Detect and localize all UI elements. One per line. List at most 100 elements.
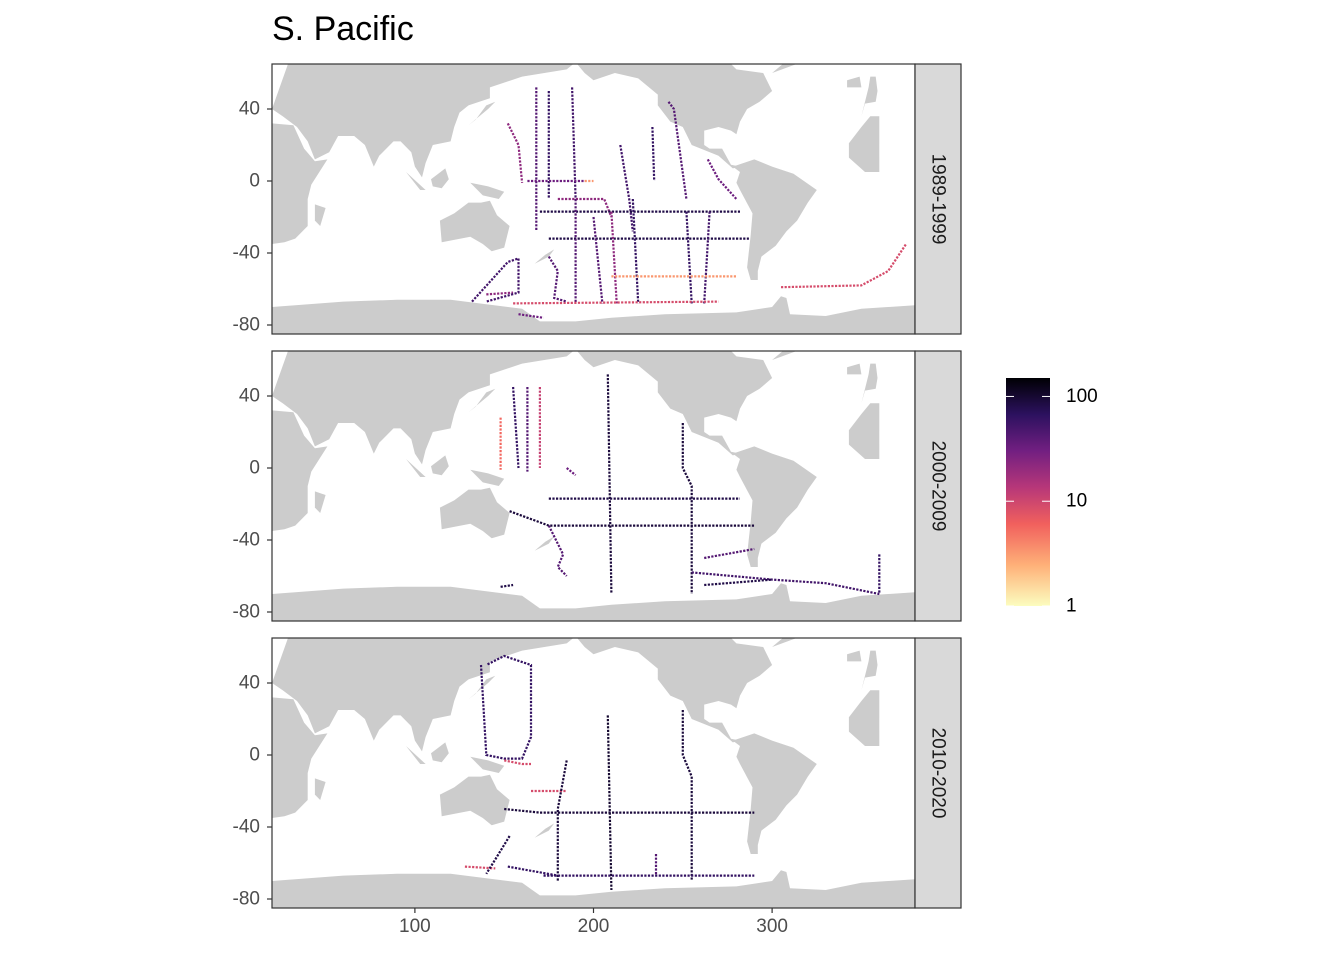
y-tick-label: 40 bbox=[239, 99, 260, 120]
land-polygon bbox=[431, 168, 449, 189]
y-tick-label: -80 bbox=[233, 602, 260, 623]
y-tick-label: 0 bbox=[249, 171, 260, 192]
land-polygon bbox=[439, 487, 510, 539]
land-polygon bbox=[468, 101, 496, 126]
track-cells bbox=[506, 122, 524, 183]
land-polygon bbox=[272, 638, 574, 752]
facet-label: 1989-1999 bbox=[928, 154, 949, 245]
land-polygon bbox=[534, 249, 555, 264]
land-polygon bbox=[272, 296, 915, 334]
land-mask bbox=[272, 351, 915, 621]
track-cells bbox=[706, 158, 738, 200]
track-cells bbox=[667, 101, 688, 200]
y-tick-label: 0 bbox=[249, 745, 260, 766]
track-cells bbox=[610, 211, 618, 304]
land-polygon bbox=[847, 76, 862, 88]
color-legend: 1 10 100 bbox=[1006, 378, 1098, 617]
tracks bbox=[464, 654, 755, 891]
land-polygon bbox=[732, 159, 817, 280]
land-polygon bbox=[470, 756, 505, 773]
land-polygon bbox=[732, 733, 817, 854]
land-polygon bbox=[861, 76, 878, 117]
land-polygon bbox=[772, 351, 797, 360]
land-polygon bbox=[468, 388, 496, 413]
track-cells bbox=[703, 211, 711, 304]
chart-title: S. Pacific bbox=[272, 10, 414, 48]
track-cells bbox=[704, 547, 755, 560]
track-cells bbox=[547, 525, 568, 577]
track-cells bbox=[479, 654, 533, 760]
y-tick-label: 0 bbox=[249, 458, 260, 479]
track-cells bbox=[471, 256, 520, 303]
tracks bbox=[471, 87, 908, 319]
legend-tick-label: 10 bbox=[1066, 491, 1087, 512]
x-tick-label: 200 bbox=[578, 916, 610, 937]
panel-1989-1999: 1989-1999 40 0 -40 -80 bbox=[233, 63, 962, 336]
land-polygon bbox=[272, 583, 915, 621]
panels: 1989-1999400-40-802000-2009400-40-802010… bbox=[233, 63, 962, 937]
land-polygon bbox=[534, 536, 555, 551]
land-polygon bbox=[848, 403, 880, 459]
land-polygon bbox=[272, 870, 915, 908]
track-cells bbox=[619, 144, 634, 232]
land-polygon bbox=[314, 491, 326, 513]
land-polygon bbox=[314, 204, 326, 226]
facet-strip bbox=[914, 637, 962, 909]
track-cells bbox=[606, 374, 613, 595]
track-cells bbox=[547, 256, 568, 303]
track-cells bbox=[507, 865, 558, 877]
panel-2000-2009: 2000-2009 40 0 -40 -80 bbox=[233, 350, 962, 623]
facet-strip bbox=[914, 350, 962, 622]
land-polygon bbox=[470, 469, 505, 486]
x-tick-label: 100 bbox=[399, 916, 431, 937]
land-polygon bbox=[406, 746, 426, 764]
land-polygon bbox=[272, 410, 328, 531]
track-cells bbox=[500, 583, 514, 588]
track-cells bbox=[503, 759, 531, 766]
legend-tick-label: 1 bbox=[1066, 596, 1077, 617]
track-cells bbox=[513, 300, 719, 305]
track-cells bbox=[512, 386, 520, 469]
track-cells bbox=[631, 198, 640, 304]
land-polygon bbox=[431, 742, 449, 763]
track-cells bbox=[485, 835, 511, 875]
track-cells bbox=[681, 423, 693, 594]
land-polygon bbox=[861, 650, 878, 691]
track-cells bbox=[486, 291, 514, 296]
track-cells bbox=[504, 807, 755, 814]
track-cells bbox=[592, 216, 604, 304]
track-cells bbox=[685, 211, 693, 304]
track-cells bbox=[704, 578, 773, 587]
land-mask bbox=[272, 638, 915, 908]
track-cells bbox=[780, 243, 908, 289]
land-polygon bbox=[847, 363, 862, 375]
legend-colorbar bbox=[1006, 378, 1050, 606]
track-cells bbox=[691, 571, 880, 596]
y-tick-label: -40 bbox=[233, 243, 260, 264]
y-tick-label: 40 bbox=[239, 673, 260, 694]
track-cells bbox=[566, 467, 577, 477]
land-polygon bbox=[848, 690, 880, 746]
tracks bbox=[499, 374, 881, 596]
track-cells bbox=[651, 126, 656, 182]
track-cells bbox=[556, 760, 568, 881]
land-polygon bbox=[861, 363, 878, 404]
y-tick-label: 40 bbox=[239, 386, 260, 407]
land-polygon bbox=[431, 455, 449, 476]
land-polygon bbox=[772, 64, 797, 73]
track-cells bbox=[518, 313, 544, 319]
land-polygon bbox=[577, 638, 773, 743]
facet-strip bbox=[914, 63, 962, 335]
y-tick-label: -40 bbox=[233, 530, 260, 551]
land-polygon bbox=[848, 116, 880, 172]
facet-label: 2000-2009 bbox=[928, 441, 949, 532]
y-tick-label: -80 bbox=[233, 889, 260, 910]
land-polygon bbox=[772, 638, 797, 647]
land-polygon bbox=[732, 446, 817, 567]
land-polygon bbox=[577, 351, 773, 456]
land-polygon bbox=[534, 823, 555, 838]
land-polygon bbox=[406, 172, 426, 190]
legend-tick-label: 100 bbox=[1066, 386, 1098, 407]
land-polygon bbox=[272, 123, 328, 244]
